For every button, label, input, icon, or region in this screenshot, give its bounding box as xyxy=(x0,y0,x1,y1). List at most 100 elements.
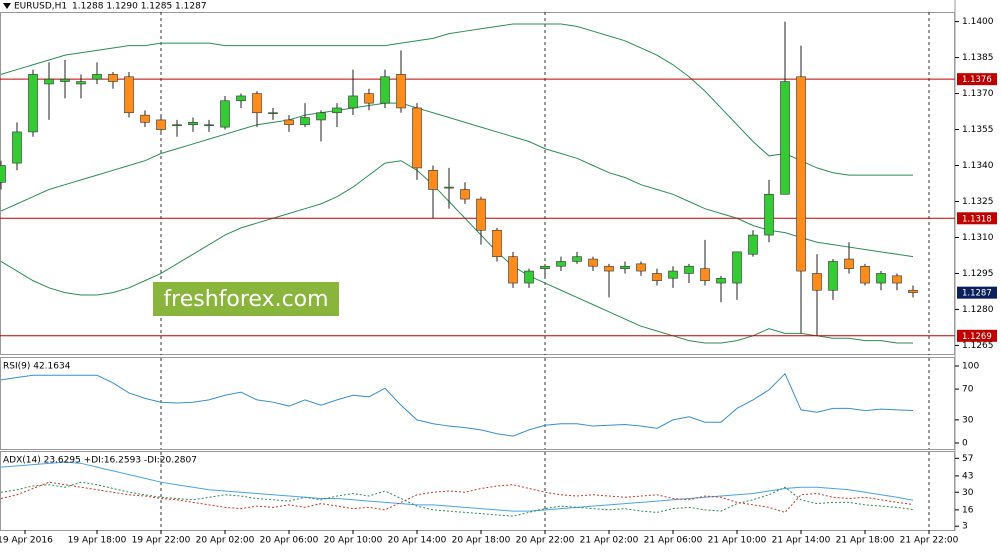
plot-layer: 1.1400 1.1385 1.1370 1.1355 1.1340 1.1325 1.13… xyxy=(0,12,997,546)
candle-body xyxy=(668,270,678,279)
x-tick-label: 19 Apr 18:00 xyxy=(68,536,127,546)
level-label: 1.1376 xyxy=(962,75,992,85)
watermark-box xyxy=(153,282,339,316)
candle-body xyxy=(236,95,246,102)
candle-body xyxy=(892,275,902,284)
level-tag xyxy=(957,329,997,342)
candle-body xyxy=(620,265,630,269)
level-tag xyxy=(957,212,997,225)
x-tick-label: 21 Apr 14:00 xyxy=(772,536,831,546)
y-tick-label: 1.1400 xyxy=(962,17,994,27)
candle-body xyxy=(380,76,390,104)
pane-title: ADX(14) 23.6295 +DI:16.2593 -DI:20.2807 xyxy=(3,456,197,466)
candle-body xyxy=(12,131,22,164)
candle-body xyxy=(140,114,150,123)
x-tick-label: 20 Apr 06:00 xyxy=(260,536,319,546)
candle-body xyxy=(44,78,54,85)
candle-body xyxy=(92,74,102,80)
candle-body xyxy=(0,165,6,183)
candle-body xyxy=(764,193,774,236)
candle-body xyxy=(572,256,582,262)
candle-body xyxy=(76,81,86,85)
y-tick-label: 1.1340 xyxy=(962,161,994,171)
candle-body xyxy=(428,170,438,190)
ohlc-readout: 1.1288 1.1290 1.1285 1.1287 xyxy=(72,2,207,12)
level-tag xyxy=(957,73,997,86)
candle-body xyxy=(156,119,166,130)
menu-triangle xyxy=(3,3,11,9)
x-tick-label: 19 Apr 2016 xyxy=(0,536,53,546)
x-tick-label: 21 Apr 02:00 xyxy=(580,536,639,546)
candle-body xyxy=(716,277,726,284)
y-tick-label: 1.1310 xyxy=(962,233,994,243)
candle-body xyxy=(124,76,134,114)
y-tick-label: 100 xyxy=(962,362,979,372)
candle-body xyxy=(172,124,182,127)
candle-body xyxy=(300,117,310,126)
y-tick-label: 0 xyxy=(962,438,968,448)
watermark: freshforex.com xyxy=(163,287,328,312)
candle-body xyxy=(796,76,806,272)
candle-body xyxy=(188,122,198,126)
candle-body xyxy=(828,261,838,291)
candle-body xyxy=(652,273,662,281)
y-tick-label: 1.1265 xyxy=(962,341,994,351)
y-tick-label: 57 xyxy=(962,454,973,464)
x-tick-label: 19 Apr 22:00 xyxy=(132,536,191,546)
symbol-title: EURUSD,H1 xyxy=(14,2,67,12)
x-tick-label: 20 Apr 22:00 xyxy=(516,536,575,546)
y-tick-label: 1.1325 xyxy=(962,197,994,207)
pane-title: RSI(9) 42.1634 xyxy=(3,362,71,372)
candle-body xyxy=(348,95,358,109)
candle-body xyxy=(588,258,598,267)
bollinger-band xyxy=(0,160,913,344)
pane-plot xyxy=(0,358,930,449)
x-tick-label: 20 Apr 02:00 xyxy=(196,536,255,546)
y-tick-label: 30 xyxy=(962,488,974,498)
candle-body xyxy=(412,107,422,169)
y-tick-label: 1.1295 xyxy=(962,269,994,279)
candle-body xyxy=(636,263,646,272)
indicator-line xyxy=(0,461,914,512)
candle-body xyxy=(220,100,230,128)
y-tick-label: 30 xyxy=(962,415,974,425)
x-tick-label: 21 Apr 22:00 xyxy=(900,536,959,546)
candle-body xyxy=(252,93,262,114)
y-tick-label: 70 xyxy=(962,385,974,395)
candle-body xyxy=(460,189,470,200)
pane-plot xyxy=(0,452,930,530)
candle-body xyxy=(748,234,758,255)
candle-body xyxy=(444,186,454,189)
y-tick-label: 1.1280 xyxy=(962,305,994,315)
candle-body xyxy=(268,112,278,115)
candle-body xyxy=(780,81,790,195)
candle-body xyxy=(364,93,374,104)
x-tick-label: 20 Apr 14:00 xyxy=(388,536,447,546)
x-tick-label: 21 Apr 18:00 xyxy=(836,536,895,546)
y-tick-label: 43 xyxy=(962,471,973,481)
candle-body xyxy=(60,78,70,82)
candle-body xyxy=(604,265,614,272)
candle-body xyxy=(508,256,518,284)
y-tick-label: 3 xyxy=(962,522,968,532)
candle-body xyxy=(316,112,326,121)
pane-plot xyxy=(0,12,955,355)
candle-body xyxy=(844,258,854,269)
candle-body xyxy=(876,273,886,284)
candle-body xyxy=(332,107,342,114)
indicator-line xyxy=(0,372,914,437)
candle-body xyxy=(556,261,566,267)
bollinger-band xyxy=(0,102,914,258)
candle-body xyxy=(108,74,118,82)
candle-body xyxy=(908,289,918,293)
y-tick-label: 16 xyxy=(962,505,974,515)
bollinger-band xyxy=(0,23,913,176)
candle-body xyxy=(524,270,534,284)
candle-body xyxy=(396,74,406,109)
level-tag xyxy=(957,286,997,299)
candle-body xyxy=(204,124,214,127)
level-label: 1.1318 xyxy=(962,214,992,224)
y-tick-label: 1.1370 xyxy=(962,89,994,99)
